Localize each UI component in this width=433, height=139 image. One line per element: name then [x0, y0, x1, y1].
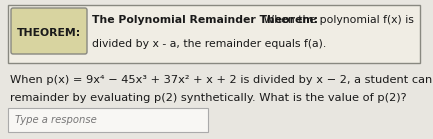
Text: THEOREM:: THEOREM:: [17, 28, 81, 38]
FancyBboxPatch shape: [8, 108, 208, 132]
Text: When p(x) = 9x⁴ − 45x³ + 37x² + x + 2 is divided by x − 2, a student can determi: When p(x) = 9x⁴ − 45x³ + 37x² + x + 2 is…: [10, 75, 433, 85]
Text: Type a response: Type a response: [15, 115, 97, 125]
Text: When the polynomial f(x) is: When the polynomial f(x) is: [260, 15, 414, 25]
Text: divided by x - a, the remainder equals f(a).: divided by x - a, the remainder equals f…: [92, 39, 326, 49]
FancyBboxPatch shape: [8, 5, 420, 63]
Text: The Polynomial Remainder Theorem:: The Polynomial Remainder Theorem:: [92, 15, 318, 25]
Text: remainder by evaluating p(2) synthetically. What is the value of p(2)?: remainder by evaluating p(2) synthetical…: [10, 93, 407, 103]
FancyBboxPatch shape: [11, 8, 87, 54]
